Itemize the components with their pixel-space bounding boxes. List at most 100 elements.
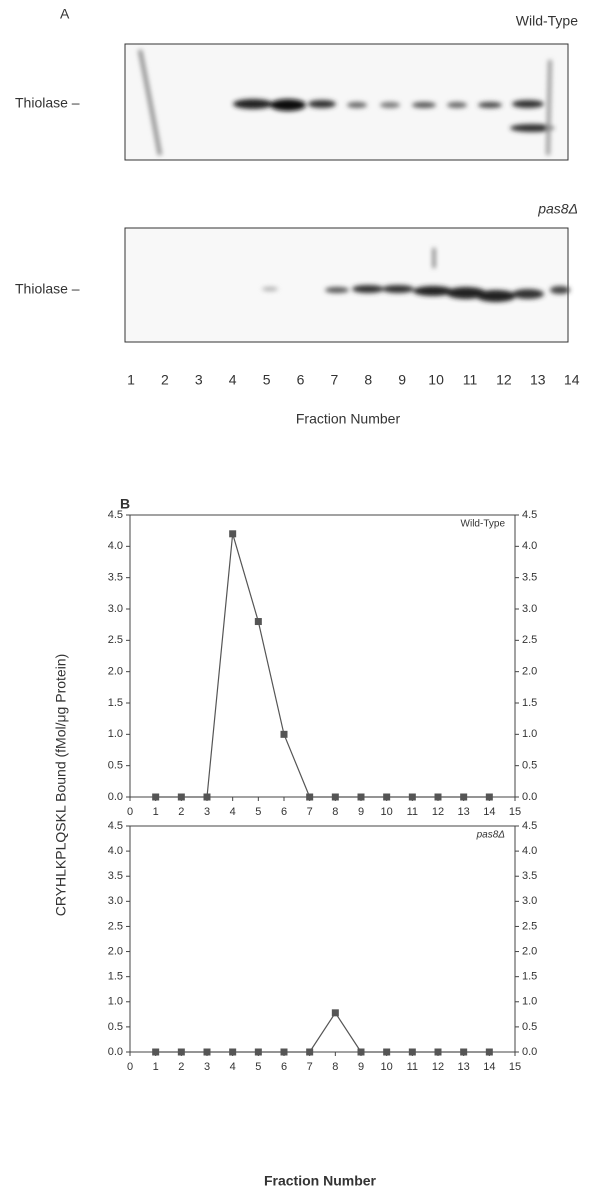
y-tick-label: 3.0 — [108, 603, 123, 615]
fraction-label: 5 — [263, 372, 271, 388]
x-tick-label: 14 — [483, 806, 495, 818]
data-point — [306, 1049, 313, 1056]
y2-tick-label: 4.0 — [522, 845, 537, 857]
y-tick-label: 0.0 — [108, 791, 123, 803]
data-line — [156, 1013, 490, 1052]
data-point — [460, 794, 467, 801]
data-point — [358, 1049, 365, 1056]
fraction-label: 4 — [229, 372, 237, 388]
y-tick-label: 3.5 — [108, 870, 123, 882]
data-line — [156, 534, 490, 797]
y2-tick-label: 1.0 — [522, 728, 537, 740]
chart-title: Wild-Type — [461, 519, 506, 530]
data-point — [152, 1049, 159, 1056]
data-point — [460, 1049, 467, 1056]
data-point — [486, 1049, 493, 1056]
x-tick-label: 5 — [255, 806, 261, 818]
panel-label: A — [60, 6, 70, 22]
fraction-label: 7 — [331, 372, 339, 388]
data-point — [152, 794, 159, 801]
chart-title: pas8Δ — [476, 830, 506, 841]
x-tick-label: 7 — [307, 1061, 313, 1073]
fraction-label: 9 — [398, 372, 406, 388]
data-point — [332, 794, 339, 801]
y2-tick-label: 0.5 — [522, 760, 537, 772]
y2-tick-label: 4.0 — [522, 540, 537, 552]
fraction-label: 6 — [297, 372, 305, 388]
x-tick-label: 14 — [483, 1061, 495, 1073]
y-tick-label: 3.5 — [108, 572, 123, 584]
data-point — [281, 1049, 288, 1056]
figure: A Wild-Type Thiolase – pas8Δ Thiolase – … — [0, 0, 593, 1197]
data-point — [409, 794, 416, 801]
x-tick-label: 3 — [204, 1061, 210, 1073]
x-tick-label: 4 — [230, 806, 236, 818]
data-point — [178, 794, 185, 801]
x-tick-label: 2 — [178, 1061, 184, 1073]
plot-frame — [130, 515, 515, 797]
data-point — [204, 1049, 211, 1056]
y-tick-label: 0.0 — [108, 1046, 123, 1058]
y2-tick-label: 2.5 — [522, 920, 537, 932]
x-tick-label: 10 — [381, 1061, 393, 1073]
y2-tick-label: 2.5 — [522, 634, 537, 646]
fraction-label: 10 — [428, 372, 444, 388]
x-tick-label: 1 — [153, 806, 159, 818]
blot-frame — [125, 228, 568, 342]
data-point — [409, 1049, 416, 1056]
y2-tick-label: 0.5 — [522, 1021, 537, 1033]
y2-tick-label: 1.5 — [522, 697, 537, 709]
y2-tick-label: 2.0 — [522, 666, 537, 678]
x-tick-label: 8 — [332, 1061, 338, 1073]
data-point — [486, 794, 493, 801]
data-point — [281, 731, 288, 738]
x-tick-label: 13 — [458, 1061, 470, 1073]
x-tick-label: 5 — [255, 1061, 261, 1073]
y-tick-label: 4.0 — [108, 845, 123, 857]
y-tick-label: 4.5 — [108, 820, 123, 832]
y2-tick-label: 3.5 — [522, 870, 537, 882]
y-tick-label: 2.5 — [108, 634, 123, 646]
y-tick-label: 0.5 — [108, 1021, 123, 1033]
data-point — [358, 794, 365, 801]
y2-tick-label: 0.0 — [522, 791, 537, 803]
y-tick-label: 2.0 — [108, 666, 123, 678]
data-point — [435, 794, 442, 801]
fraction-label: 13 — [530, 372, 546, 388]
plot-frame — [130, 826, 515, 1052]
y-tick-label: 0.5 — [108, 760, 123, 772]
x-tick-label: 4 — [230, 1061, 236, 1073]
data-point — [255, 618, 262, 625]
x-tick-label: 9 — [358, 1061, 364, 1073]
fraction-label: 2 — [161, 372, 169, 388]
x-tick-label: 6 — [281, 806, 287, 818]
y2-tick-label: 3.0 — [522, 603, 537, 615]
blot-title: Wild-Type — [516, 13, 578, 29]
data-point — [229, 530, 236, 537]
y2-tick-label: 4.5 — [522, 509, 537, 521]
x-axis-label: Fraction Number — [296, 411, 401, 427]
y-tick-label: 4.5 — [108, 509, 123, 521]
y-tick-label: 1.5 — [108, 697, 123, 709]
data-point — [229, 1049, 236, 1056]
data-point — [383, 1049, 390, 1056]
data-point — [204, 794, 211, 801]
x-tick-label: 0 — [127, 806, 133, 818]
data-point — [332, 1009, 339, 1016]
data-point — [435, 1049, 442, 1056]
band-label: Thiolase – — [15, 281, 80, 297]
fraction-label: 12 — [496, 372, 512, 388]
y2-tick-label: 3.0 — [522, 895, 537, 907]
x-tick-label: 3 — [204, 806, 210, 818]
data-point — [255, 1049, 262, 1056]
x-tick-label: 10 — [381, 806, 393, 818]
y2-tick-label: 4.5 — [522, 820, 537, 832]
data-point — [178, 1049, 185, 1056]
fraction-label: 14 — [564, 372, 580, 388]
x-tick-label: 0 — [127, 1061, 133, 1073]
x-tick-label: 6 — [281, 1061, 287, 1073]
fraction-label: 8 — [364, 372, 372, 388]
x-tick-label: 11 — [407, 806, 418, 818]
x-tick-label: 7 — [307, 806, 313, 818]
y2-tick-label: 3.5 — [522, 572, 537, 584]
